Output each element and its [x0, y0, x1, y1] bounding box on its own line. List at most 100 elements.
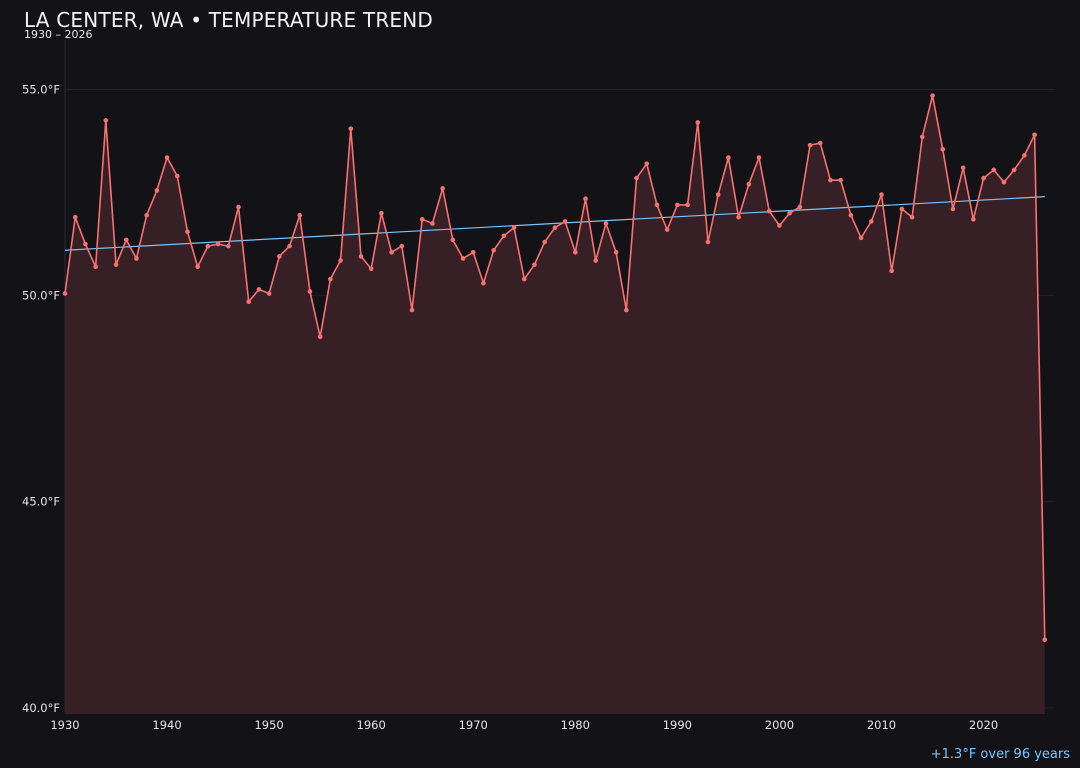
data-point — [1011, 167, 1017, 173]
data-point — [277, 254, 282, 259]
data-point — [532, 262, 537, 267]
trend-line — [64, 196, 1045, 251]
data-point — [797, 204, 803, 210]
x-tick-label: 2010 — [867, 718, 896, 732]
series-area — [65, 95, 1045, 714]
x-tick-label: 1960 — [357, 718, 386, 732]
data-point — [62, 291, 68, 296]
data-point — [828, 177, 833, 183]
data-point — [297, 212, 303, 218]
data-point — [950, 206, 956, 212]
data-point — [164, 155, 170, 160]
data-point — [726, 155, 731, 160]
data-point — [1032, 132, 1037, 138]
data-point — [1001, 179, 1007, 185]
data-point — [134, 256, 139, 261]
data-point — [409, 307, 415, 313]
data-point — [960, 165, 966, 171]
data-point — [266, 291, 272, 296]
chart-subtitle: 1930 – 2026 — [24, 28, 93, 41]
area-fill — [65, 95, 1045, 714]
data-point — [511, 225, 517, 230]
x-tick-label: 1990 — [663, 718, 692, 732]
data-point — [920, 134, 925, 140]
data-point — [930, 93, 935, 98]
data-point — [338, 258, 343, 263]
data-point — [971, 217, 976, 222]
data-point — [174, 173, 180, 179]
data-point — [215, 241, 221, 247]
data-point — [348, 126, 354, 131]
data-point — [144, 212, 149, 218]
data-point — [460, 256, 466, 261]
data-point — [430, 221, 435, 226]
data-point — [603, 221, 609, 226]
data-point — [807, 142, 813, 148]
data-point — [307, 289, 313, 294]
data-point — [246, 299, 252, 305]
data-point — [328, 276, 333, 282]
data-point — [72, 214, 78, 220]
x-tick-label: 1970 — [459, 718, 488, 732]
data-point — [358, 254, 364, 259]
data-point — [542, 239, 547, 245]
x-tick-label: 2000 — [765, 718, 794, 732]
data-point — [256, 287, 262, 292]
trend-layer — [64, 196, 1045, 251]
data-point — [205, 243, 211, 249]
data-point — [501, 233, 507, 239]
data-point — [562, 219, 568, 224]
data-point — [695, 120, 701, 125]
data-point — [848, 212, 854, 218]
data-point — [470, 250, 476, 255]
data-point — [1022, 153, 1027, 158]
data-point — [613, 250, 619, 255]
data-point — [889, 268, 894, 274]
data-point — [93, 264, 98, 270]
data-point — [583, 196, 588, 202]
x-tick-label: 1950 — [254, 718, 283, 732]
data-point — [521, 276, 527, 282]
data-point — [654, 202, 660, 208]
data-point — [368, 266, 374, 272]
data-point — [450, 237, 456, 243]
data-point — [879, 192, 884, 197]
data-point — [226, 243, 231, 249]
chart-title: LA CENTER, WA • TEMPERATURE TREND — [24, 8, 434, 32]
data-point — [736, 214, 741, 220]
data-point — [287, 243, 292, 249]
data-point — [113, 262, 119, 267]
data-point — [624, 307, 629, 313]
data-point — [868, 219, 874, 224]
data-point — [858, 235, 864, 241]
data-point — [766, 208, 772, 214]
data-point — [705, 239, 711, 245]
y-tick-label: 55.0°F — [22, 82, 60, 96]
data-point — [399, 243, 405, 249]
data-point — [195, 264, 200, 270]
data-point — [593, 258, 599, 263]
data-point — [552, 225, 558, 230]
x-tick-label: 1940 — [152, 718, 181, 732]
x-tick-label: 2020 — [969, 718, 998, 732]
data-point — [685, 202, 690, 208]
data-point — [491, 247, 496, 253]
data-point — [838, 177, 843, 183]
data-point — [317, 334, 323, 340]
data-points — [62, 93, 1048, 643]
data-point — [1042, 637, 1048, 643]
data-point — [644, 161, 650, 166]
data-point — [909, 214, 915, 220]
data-point — [236, 204, 241, 210]
x-tick-labels: 1930 1940 1950 1960 1970 1980 1990 2000 2010 2020 — [50, 718, 998, 732]
y-tick-labels: 40.0°F 45.0°F 50.0°F 55.0°F — [22, 82, 60, 714]
y-tick-label: 50.0°F — [22, 289, 60, 303]
data-point — [185, 229, 190, 234]
trend-summary-note: +1.3°F over 96 years — [930, 747, 1070, 762]
data-point — [154, 188, 160, 193]
data-point — [756, 155, 762, 160]
data-point — [715, 192, 721, 197]
data-point — [83, 241, 88, 247]
data-point — [481, 280, 486, 286]
